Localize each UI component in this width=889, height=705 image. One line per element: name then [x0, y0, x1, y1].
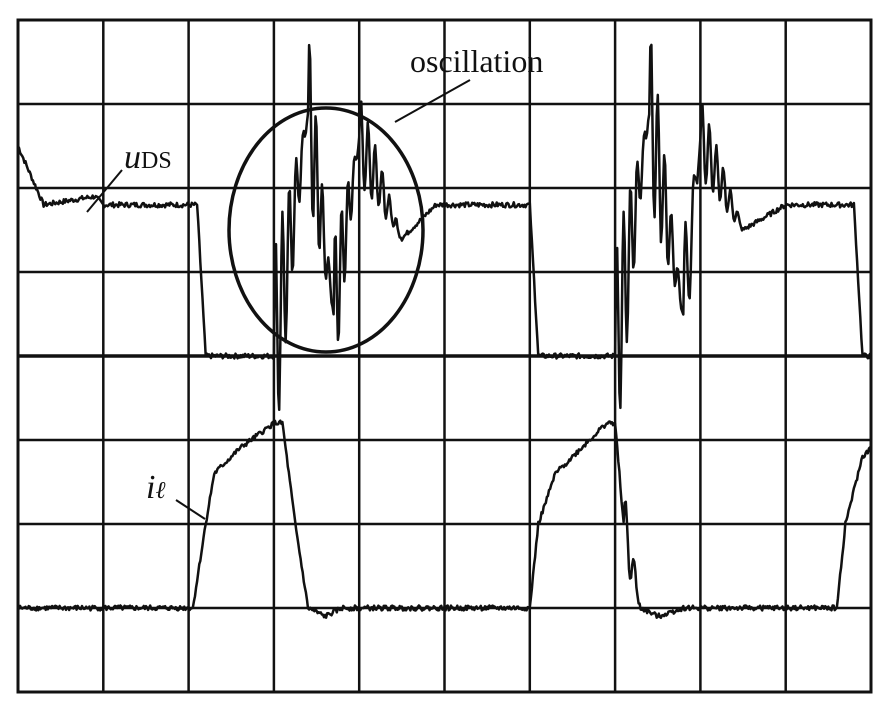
traces [16, 43, 873, 620]
il-label: iℓ [146, 469, 165, 506]
uds-symbol: u [124, 139, 141, 176]
il-pointer [175, 499, 206, 520]
uds-pointer [86, 169, 123, 213]
oscillation-label: oscillation [410, 43, 543, 79]
il-symbol: i [146, 469, 155, 506]
uds-label: uDS [124, 139, 172, 176]
uds-subscript: DS [141, 148, 172, 174]
grid [16, 18, 873, 694]
oscillation-pointer [394, 79, 471, 123]
il-subscript: ℓ [155, 478, 165, 504]
oscillation-ellipse [227, 106, 425, 354]
uds-trace [16, 43, 873, 412]
il-trace [17, 419, 872, 620]
